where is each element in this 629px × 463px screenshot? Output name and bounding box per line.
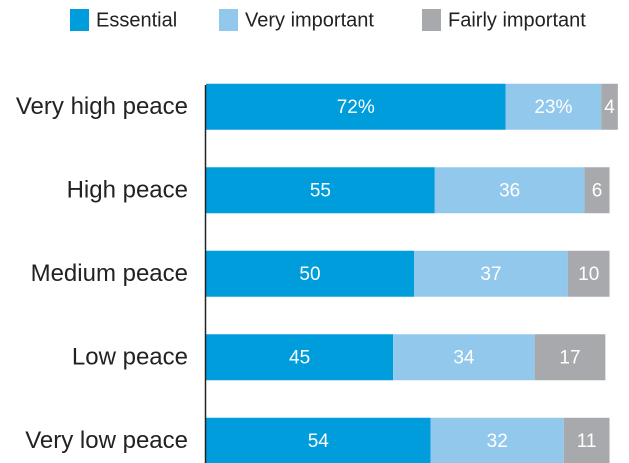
value-label: 50 <box>299 264 320 285</box>
value-label: 10 <box>578 264 599 285</box>
y-tick-label: Very low peace <box>25 427 188 454</box>
value-label: 55 <box>310 180 331 201</box>
bar-segment <box>206 250 414 297</box>
value-label: 4 <box>604 97 615 118</box>
legend-label: Fairly important <box>448 9 586 31</box>
legend-label: Essential <box>96 9 177 31</box>
value-label: 45 <box>289 347 310 368</box>
legend-swatch <box>70 9 89 31</box>
y-tick-label: Medium peace <box>31 260 188 287</box>
bar-segment <box>206 83 506 130</box>
value-label: 37 <box>480 264 501 285</box>
value-label: 34 <box>453 347 475 368</box>
bar-segment <box>567 250 610 297</box>
value-label: 23% <box>534 97 572 118</box>
bar-segment <box>206 334 394 381</box>
legend-swatch <box>422 9 441 31</box>
bar-segment <box>584 167 610 214</box>
y-tick-label: Low peace <box>72 344 188 371</box>
bar-segment <box>206 167 435 214</box>
value-label: 17 <box>559 347 580 368</box>
legend-swatch <box>219 9 238 31</box>
bar-segment <box>563 417 610 463</box>
bar-segment <box>601 83 618 130</box>
y-tick-label: High peace <box>67 177 188 204</box>
y-tick-label: Very high peace <box>16 93 188 120</box>
value-label: 6 <box>592 180 603 201</box>
bar-segment <box>393 334 535 381</box>
bar-segment <box>430 417 564 463</box>
bar-segment <box>434 167 585 214</box>
value-label: 36 <box>499 180 520 201</box>
bar-segment <box>206 417 431 463</box>
bar-segment <box>534 334 606 381</box>
legend-label: Very important <box>245 9 374 31</box>
value-label: 72% <box>337 97 375 118</box>
bar-segment <box>414 250 568 297</box>
bar-segment <box>505 83 602 130</box>
value-label: 11 <box>577 431 597 452</box>
value-label: 54 <box>308 431 330 452</box>
value-label: 32 <box>487 431 508 452</box>
